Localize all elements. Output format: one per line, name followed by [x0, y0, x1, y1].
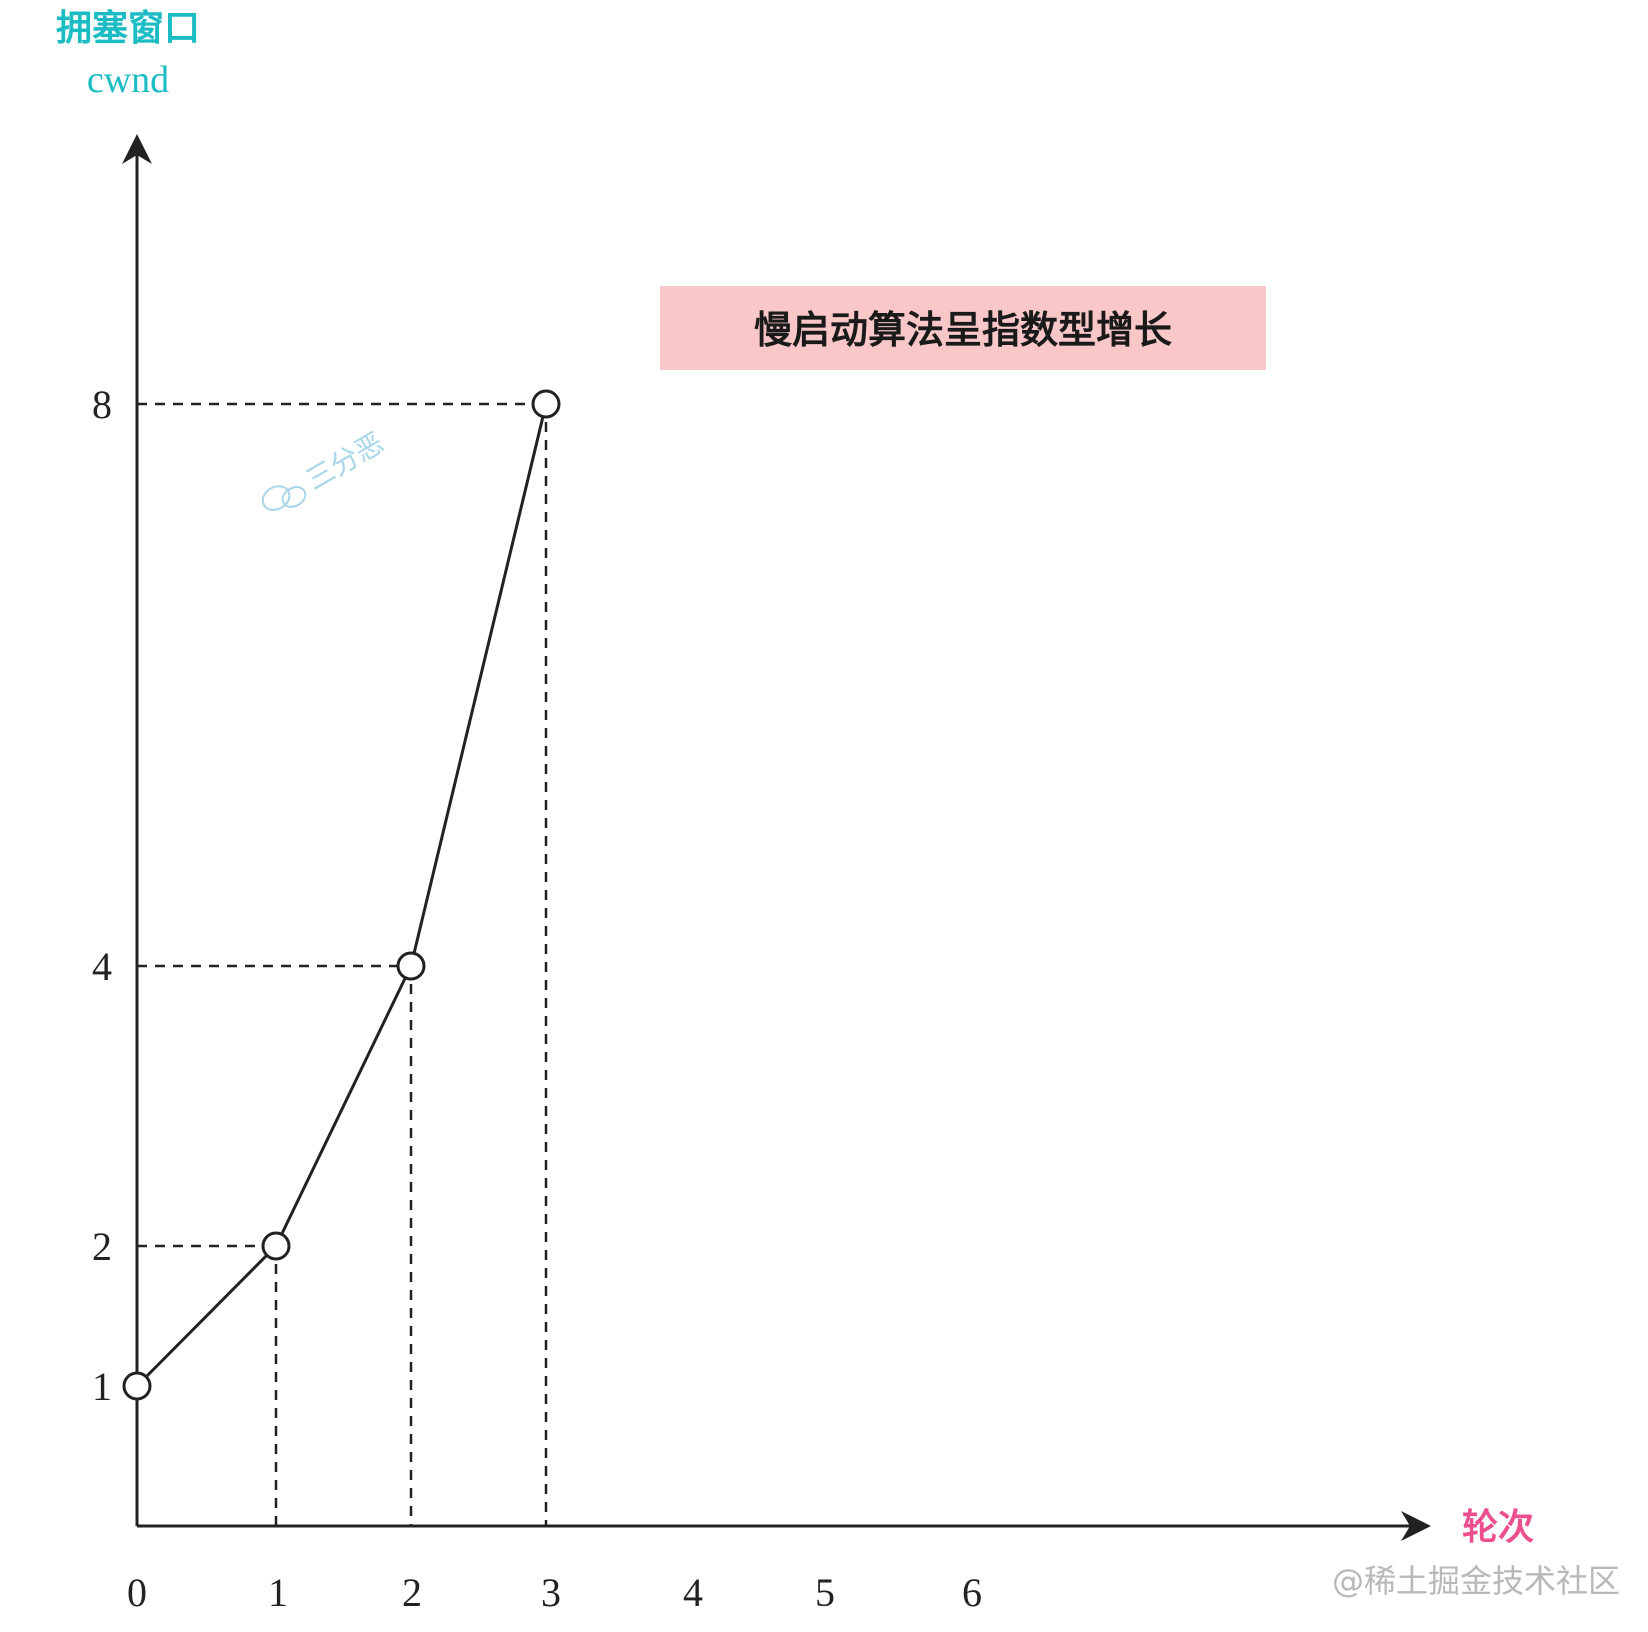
data-point [261, 1231, 291, 1261]
x-tick-labels: 0 1 2 3 4 5 6 [127, 1570, 982, 1615]
data-point [531, 389, 561, 419]
annotation-box: 慢启动算法呈指数型增长 [660, 286, 1266, 370]
x-tick-label: 3 [541, 1570, 561, 1615]
watermark-text: 三分恶 [300, 426, 389, 497]
data-point [396, 951, 426, 981]
x-tick-label: 0 [127, 1570, 147, 1615]
y-axis-title: 拥塞窗口 [56, 8, 200, 49]
watermark: 三分恶 [261, 426, 390, 511]
y-tick-label: 4 [92, 944, 112, 989]
data-point [122, 1371, 152, 1401]
x-tick-label: 5 [815, 1570, 835, 1615]
y-tick-labels: 1 2 4 8 [92, 382, 112, 1409]
series [122, 389, 561, 1401]
y-tick-label: 2 [92, 1224, 112, 1269]
x-tick-label: 6 [962, 1570, 982, 1615]
guide-lines [137, 402, 548, 1526]
annotation-text: 慢启动算法呈指数型增长 [754, 308, 1172, 352]
x-axis-title: 轮次 [1462, 1507, 1534, 1548]
wechat-icon [261, 485, 307, 511]
y-tick-label: 1 [92, 1364, 112, 1409]
series-line [135, 403, 548, 1388]
y-tick-label: 8 [92, 382, 112, 427]
x-tick-label: 1 [268, 1570, 288, 1615]
x-tick-label: 4 [683, 1570, 703, 1615]
y-axis-subtitle: cwnd [87, 59, 169, 101]
credit-text: @稀土掘金技术社区 [1332, 1562, 1620, 1600]
x-tick-label: 2 [402, 1570, 422, 1615]
